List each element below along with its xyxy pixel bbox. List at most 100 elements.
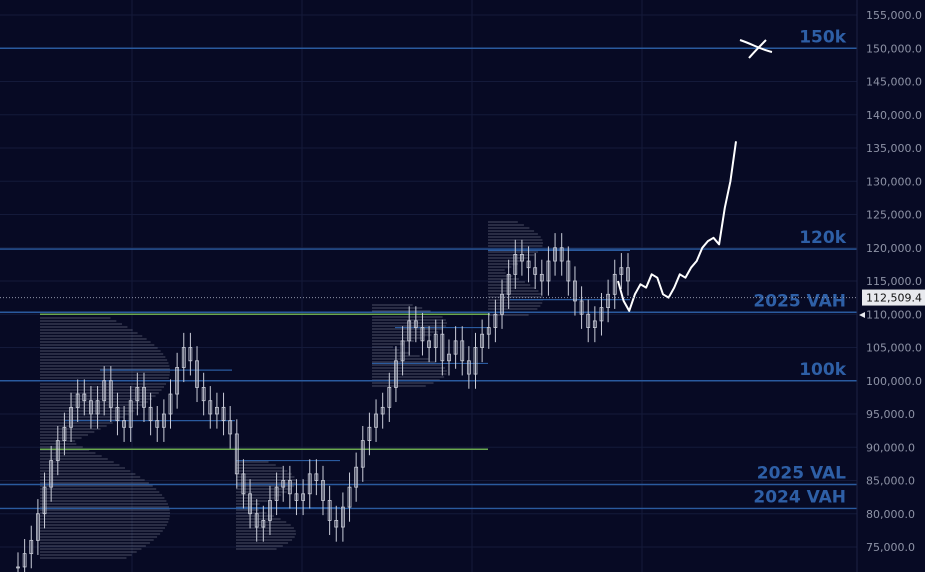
candle-body xyxy=(294,493,299,501)
candle-body xyxy=(115,406,120,422)
candle-body xyxy=(221,406,226,422)
candle-body xyxy=(29,539,34,555)
candle-body xyxy=(367,426,372,441)
y-tick-label: 115,000.0 xyxy=(866,275,922,288)
y-tick-label: 85,000.0 xyxy=(866,475,915,488)
candle-body xyxy=(148,406,153,422)
candle-body xyxy=(55,440,60,461)
price-axis[interactable]: 75,000.0 80,000.0 85,000.0 90,000.0 95,000.0… xyxy=(856,0,922,572)
candle-body xyxy=(354,466,359,488)
current-price-label: 112,509.4 xyxy=(866,292,922,305)
candle-body xyxy=(142,386,146,408)
level-label: 150k xyxy=(799,27,846,47)
candle-body xyxy=(606,293,611,308)
candle-body xyxy=(62,426,67,441)
level-label: 2025 VAH xyxy=(753,291,846,311)
candle-body xyxy=(533,267,538,275)
candle-body xyxy=(513,253,518,275)
candle-body xyxy=(135,386,140,402)
candle-body xyxy=(592,320,597,328)
candle-body xyxy=(526,260,531,269)
candle-body xyxy=(188,347,193,362)
level-label: 120k xyxy=(799,228,846,248)
current-price-tag: 112,509.4 xyxy=(0,289,925,306)
candle-body xyxy=(49,460,54,488)
projection-path[interactable] xyxy=(617,141,737,312)
candle-body xyxy=(566,260,571,282)
candle-body xyxy=(82,393,87,402)
candle-body xyxy=(340,506,345,528)
candle-body xyxy=(579,300,584,315)
candle-body xyxy=(520,253,524,262)
candle-body xyxy=(161,413,166,428)
candle-body xyxy=(321,480,325,501)
level-label: 100k xyxy=(799,360,846,380)
candle-body xyxy=(327,500,332,521)
level-label: 2025 VAL xyxy=(757,463,846,483)
candle-body xyxy=(35,513,40,541)
y-tick-label: 90,000.0 xyxy=(866,441,915,454)
candle-body xyxy=(407,320,412,342)
candle-body xyxy=(347,486,352,508)
candle-body xyxy=(559,247,564,262)
candle-body xyxy=(453,340,458,355)
candle-body xyxy=(261,520,266,528)
candle-body xyxy=(486,327,491,335)
y-tick-label: 125,000.0 xyxy=(866,209,922,222)
candle-body xyxy=(413,320,418,328)
candle-body xyxy=(128,400,133,428)
candle-body xyxy=(473,347,478,375)
candle-body xyxy=(440,333,445,362)
candle-body xyxy=(281,480,286,488)
candles-layer xyxy=(16,233,630,572)
target-mark-stroke xyxy=(739,39,773,53)
candle-body xyxy=(619,267,624,275)
candle-body xyxy=(254,513,259,528)
candle-body xyxy=(334,520,339,528)
candle-body xyxy=(460,340,465,362)
candle-body xyxy=(301,493,306,501)
candle-body xyxy=(420,327,425,342)
y-tick-label: 145,000.0 xyxy=(866,76,922,89)
candle-body xyxy=(374,413,378,428)
candle-body xyxy=(215,406,219,415)
candle-body xyxy=(248,493,252,515)
y-tick-label: 110,000.0 xyxy=(866,308,922,321)
candle-body xyxy=(394,360,398,388)
y-tick-label: 140,000.0 xyxy=(866,109,922,122)
candle-body xyxy=(287,480,292,495)
candle-body xyxy=(427,340,431,348)
candle-body xyxy=(69,406,73,428)
candle-body xyxy=(553,247,557,262)
target-mark-stroke xyxy=(748,39,767,59)
current-price-box xyxy=(862,289,925,306)
candle-body xyxy=(181,347,186,368)
candle-body xyxy=(387,386,392,408)
candle-body xyxy=(612,273,617,295)
y-tick-label: 100,000.0 xyxy=(866,375,922,388)
candle-body xyxy=(539,273,544,282)
candle-body xyxy=(22,553,27,568)
candle-body xyxy=(586,313,591,328)
candle-body xyxy=(175,367,180,395)
candle-body xyxy=(573,280,577,302)
levels-layer: 150k 120k 2025 VAH 100k 2025 VAL 2024 VAH xyxy=(0,27,857,510)
y-tick-label: 150,000.0 xyxy=(866,42,922,55)
candle-body xyxy=(433,333,438,348)
candle-body xyxy=(274,486,279,501)
candle-body xyxy=(16,566,20,569)
y-tick-label: 120,000.0 xyxy=(866,242,922,255)
y-tick-label: 130,000.0 xyxy=(866,175,922,188)
y-tick-label: 75,000.0 xyxy=(866,541,915,554)
candle-body xyxy=(241,473,246,495)
candle-body xyxy=(466,360,471,375)
candle-body xyxy=(400,340,405,362)
y-tick-label: 135,000.0 xyxy=(866,142,922,155)
candle-body xyxy=(493,313,498,328)
level-label: 2024 VAH xyxy=(753,487,846,507)
candle-body xyxy=(314,473,319,481)
candle-body xyxy=(155,420,160,428)
